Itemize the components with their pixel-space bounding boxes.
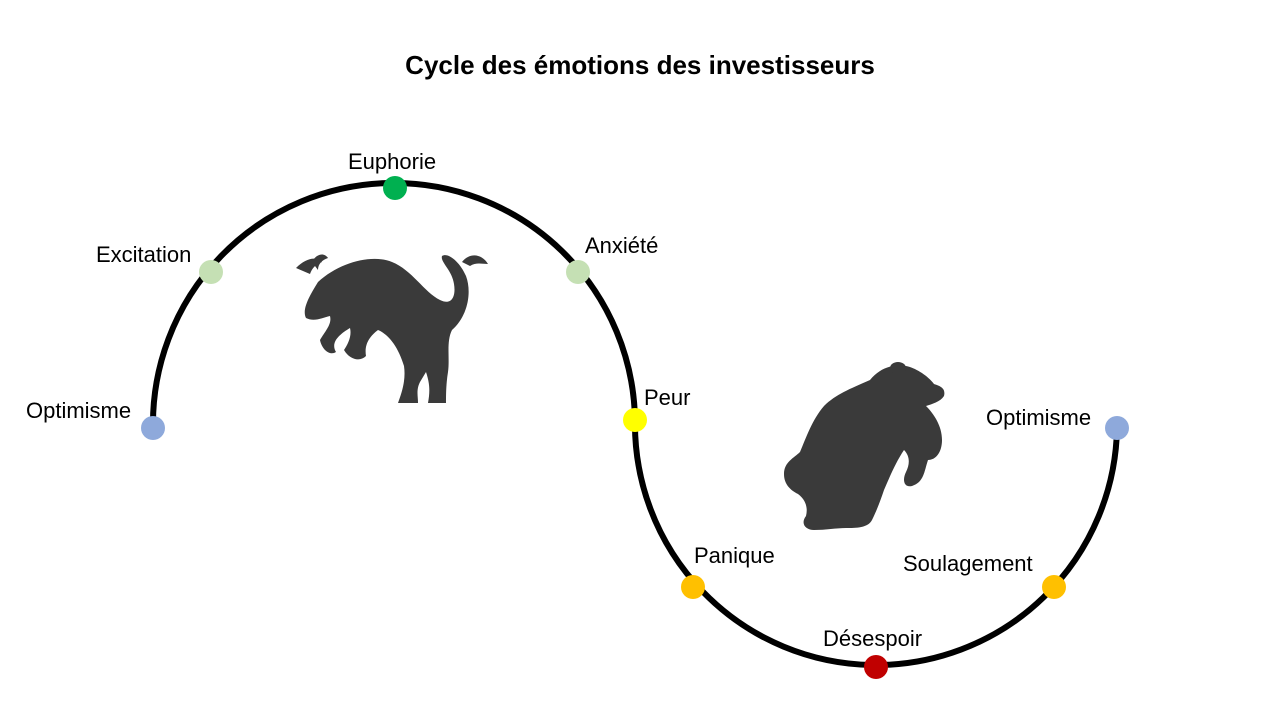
stage-marker — [1105, 416, 1129, 440]
diagram-title: Cycle des émotions des investisseurs — [405, 50, 875, 80]
stage-markers — [141, 176, 1129, 679]
stage-marker — [623, 408, 647, 432]
stage-label: Désespoir — [823, 626, 923, 651]
stage-marker — [383, 176, 407, 200]
stage-label: Panique — [694, 543, 775, 568]
stage-label: Optimisme — [986, 405, 1092, 430]
stage-label: Peur — [644, 385, 691, 410]
stage-marker — [566, 260, 590, 284]
bear-icon — [784, 362, 945, 530]
stage-label: Excitation — [96, 242, 192, 267]
stage-label: Soulagement — [903, 551, 1033, 576]
stage-label: Optimisme — [26, 398, 132, 423]
stage-marker — [681, 575, 705, 599]
stage-marker — [864, 655, 888, 679]
stage-marker — [1042, 575, 1066, 599]
stage-label: Euphorie — [348, 149, 437, 174]
stage-marker — [141, 416, 165, 440]
stage-marker — [199, 260, 223, 284]
bull-icon — [296, 254, 488, 403]
stage-label: Anxiété — [585, 233, 659, 258]
